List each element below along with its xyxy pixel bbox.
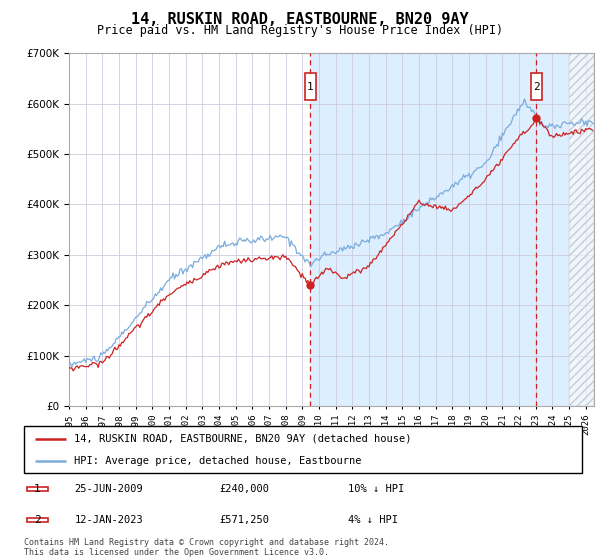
Text: 14, RUSKIN ROAD, EASTBOURNE, BN20 9AY (detached house): 14, RUSKIN ROAD, EASTBOURNE, BN20 9AY (d… xyxy=(74,434,412,444)
Text: Price paid vs. HM Land Registry's House Price Index (HPI): Price paid vs. HM Land Registry's House … xyxy=(97,24,503,36)
FancyBboxPatch shape xyxy=(27,487,48,491)
FancyBboxPatch shape xyxy=(531,73,542,100)
Text: 2: 2 xyxy=(34,515,41,525)
Text: HPI: Average price, detached house, Eastbourne: HPI: Average price, detached house, East… xyxy=(74,456,362,466)
Text: 1: 1 xyxy=(307,82,314,92)
Text: £571,250: £571,250 xyxy=(220,515,269,525)
Text: 14, RUSKIN ROAD, EASTBOURNE, BN20 9AY: 14, RUSKIN ROAD, EASTBOURNE, BN20 9AY xyxy=(131,12,469,27)
Text: 12-JAN-2023: 12-JAN-2023 xyxy=(74,515,143,525)
Text: £240,000: £240,000 xyxy=(220,484,269,494)
Text: 4% ↓ HPI: 4% ↓ HPI xyxy=(347,515,398,525)
Text: 25-JUN-2009: 25-JUN-2009 xyxy=(74,484,143,494)
Text: Contains HM Land Registry data © Crown copyright and database right 2024.
This d: Contains HM Land Registry data © Crown c… xyxy=(24,538,389,557)
FancyBboxPatch shape xyxy=(24,426,582,473)
FancyBboxPatch shape xyxy=(27,518,48,522)
Bar xyxy=(310,53,594,406)
Text: 1: 1 xyxy=(34,484,41,494)
FancyBboxPatch shape xyxy=(305,73,316,100)
Bar xyxy=(569,53,594,406)
Text: 10% ↓ HPI: 10% ↓ HPI xyxy=(347,484,404,494)
Bar xyxy=(569,53,594,406)
Text: 2: 2 xyxy=(533,82,540,92)
